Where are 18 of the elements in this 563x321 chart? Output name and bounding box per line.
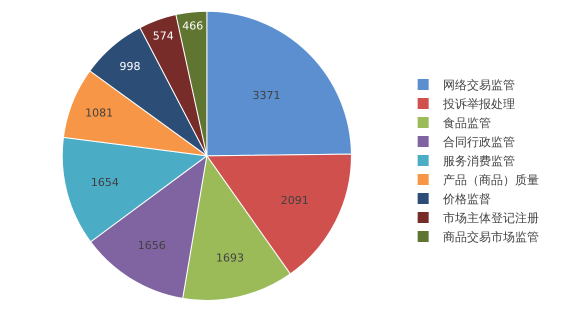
data-label: 466 (182, 20, 204, 33)
data-label: 1693 (216, 251, 244, 264)
legend-label: 合同行政监管 (443, 135, 516, 150)
data-label: 1081 (85, 106, 114, 120)
legend-label: 市场主体登记注册 (443, 211, 540, 226)
data-label: 2091 (280, 194, 309, 208)
legend-label: 网络交易监管 (443, 78, 516, 92)
legend-label: 产品（商品）质量 (443, 173, 540, 188)
data-label: 1654 (90, 176, 119, 189)
data-label: 1656 (138, 239, 166, 252)
data-label: 998 (119, 60, 140, 74)
legend-label: 服务消费监管 (443, 154, 516, 168)
legend-label: 价格监督 (442, 192, 492, 206)
legend-label: 投诉举报处理 (442, 97, 516, 112)
legend-label: 食品监管 (443, 116, 492, 130)
data-label: 3371 (252, 88, 281, 102)
legend-label: 商品交易市场监管 (443, 230, 540, 244)
data-label: 574 (152, 29, 174, 42)
